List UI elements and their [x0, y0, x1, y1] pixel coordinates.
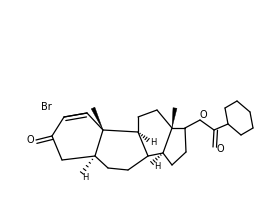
Text: O: O [216, 144, 224, 154]
Polygon shape [172, 108, 177, 128]
Text: H: H [154, 161, 160, 170]
Text: H: H [82, 172, 88, 182]
Text: Br: Br [41, 102, 51, 112]
Text: O: O [26, 135, 34, 145]
Text: H: H [150, 138, 156, 147]
Polygon shape [91, 107, 103, 130]
Text: O: O [199, 110, 207, 120]
